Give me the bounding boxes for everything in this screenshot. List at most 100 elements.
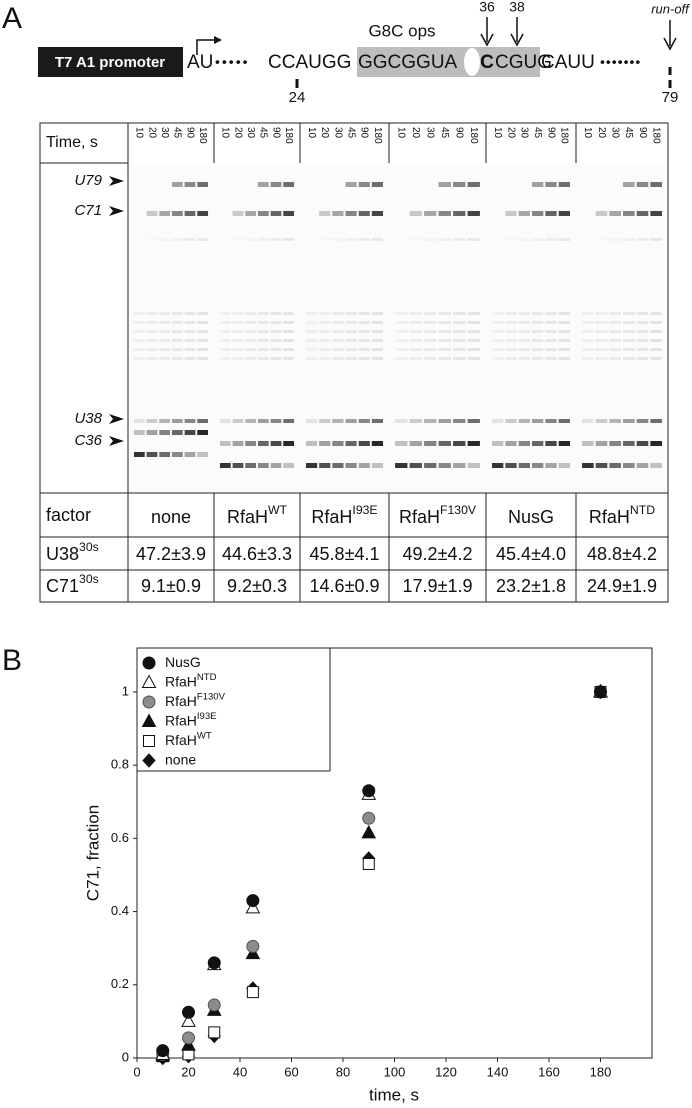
gel-band [438, 339, 451, 342]
time-point: 45 [623, 127, 634, 139]
gel-band [319, 348, 331, 351]
gel-band [438, 312, 451, 315]
gel-band [133, 348, 145, 351]
gel-band [371, 463, 384, 468]
gel-band [438, 419, 451, 423]
x-axis-label: time, s [369, 1085, 419, 1104]
gel-band [582, 463, 594, 468]
time-point: 90 [545, 127, 556, 139]
y-tick-label: 1 [122, 683, 129, 698]
gel-band [232, 357, 244, 360]
gel-band [257, 348, 269, 351]
factor-name: none [151, 507, 191, 527]
gel-band [257, 339, 269, 342]
gel-band [453, 211, 466, 216]
gel-band [532, 463, 544, 468]
gel-band [232, 348, 244, 351]
time-point: 30 [245, 127, 256, 139]
gel-band [409, 441, 422, 446]
gel-band [453, 339, 466, 342]
gel-band [636, 419, 649, 423]
gel-band [409, 211, 422, 216]
gel-band [184, 211, 196, 216]
gel-band [650, 238, 662, 241]
point [208, 1026, 221, 1039]
gel-band [197, 430, 209, 435]
gel-band [184, 321, 196, 324]
gel-band [453, 312, 466, 315]
point [246, 939, 260, 953]
gel-band [467, 463, 480, 468]
gel-band [345, 463, 357, 468]
time-point: 90 [454, 127, 465, 139]
table-cell: 14.6±0.9 [310, 576, 380, 596]
gel-band [532, 357, 544, 360]
band-arrow [109, 436, 124, 446]
gel-band [371, 441, 384, 446]
gel-band [545, 441, 557, 446]
time-point: 45 [532, 127, 543, 139]
gel-band [146, 357, 158, 360]
gel-band [492, 357, 504, 360]
gel-band [424, 330, 437, 333]
gel-band [371, 238, 384, 241]
gel-band [545, 339, 557, 342]
factor-name-base: RfaH [589, 507, 630, 527]
time-point: 180 [283, 127, 294, 144]
gel-band [133, 430, 145, 435]
time-point: 10 [220, 127, 231, 139]
gel-band [219, 339, 231, 342]
gel-band [492, 463, 504, 468]
gel-band [518, 330, 530, 333]
panel-label: B [2, 644, 22, 677]
gel-band [467, 321, 480, 324]
gel-band [438, 441, 451, 446]
gel-band [636, 211, 649, 216]
gel-band [146, 452, 158, 457]
gel-band [395, 357, 408, 360]
gel-band [518, 211, 530, 216]
gel-band [257, 419, 269, 423]
point [207, 998, 221, 1012]
gel-band [371, 339, 384, 342]
gel-band [332, 357, 344, 360]
gel-band [146, 339, 158, 342]
gel-band [650, 339, 662, 342]
gel-band [283, 357, 295, 360]
y-tick-label: 0.2 [111, 976, 129, 991]
legend-label-base: RfaH [165, 693, 197, 709]
legend-label-base: none [165, 751, 196, 767]
gel-band [650, 441, 662, 446]
time-point: 20 [596, 127, 607, 139]
gel-band [245, 419, 257, 423]
gel-band [424, 357, 437, 360]
gel-band [595, 463, 608, 468]
gel-band [319, 339, 331, 342]
gel-band [650, 211, 662, 216]
gel-band [197, 321, 209, 324]
gel-band [159, 339, 171, 342]
legend-label-sup: I93E [197, 711, 217, 722]
gel-band [505, 463, 517, 468]
gel-band [409, 339, 422, 342]
gel-band [345, 321, 357, 324]
gel-band [371, 321, 384, 324]
gel-band [319, 330, 331, 333]
gel-band [453, 441, 466, 446]
position-arrow [510, 17, 524, 47]
gel-band [395, 441, 408, 446]
gel-band [146, 211, 158, 216]
gel-band [270, 357, 282, 360]
gel-band [319, 419, 331, 423]
time-point: 10 [134, 127, 145, 139]
y-tick-label: 0.6 [111, 830, 129, 845]
gel-band [197, 238, 209, 241]
gel-band [159, 321, 171, 324]
position-arrow [480, 17, 494, 47]
gel-band [345, 330, 357, 333]
gel-band [636, 348, 649, 351]
gel-band [650, 321, 662, 324]
gel-band [609, 321, 621, 324]
gel-band [395, 339, 408, 342]
time-point: 90 [184, 127, 195, 139]
